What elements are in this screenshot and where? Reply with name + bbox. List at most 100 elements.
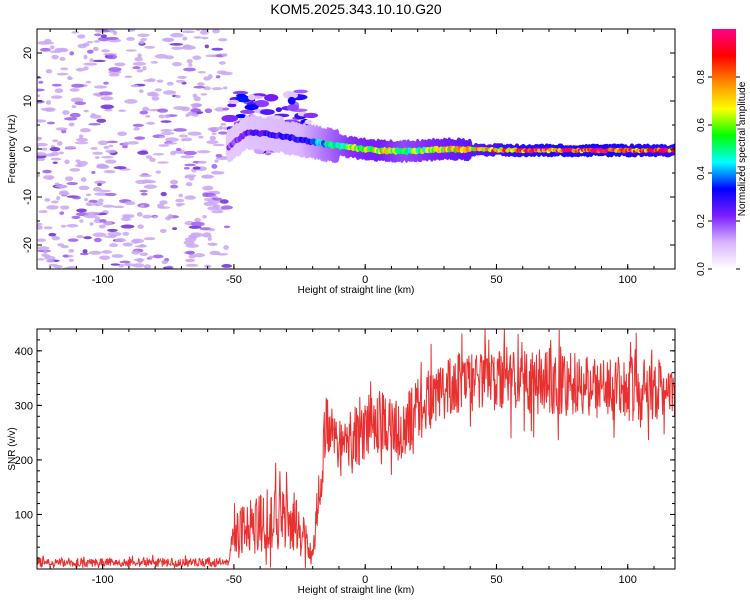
spectrogram-noise-blob — [100, 104, 114, 110]
spectrogram-noise-blob — [158, 114, 166, 119]
spectrogram-noise-blob — [157, 206, 171, 209]
spectrogram-noise-blob — [68, 122, 75, 127]
spectrogram-noise-blob — [211, 47, 224, 51]
snr-y-tick-label: 100 — [15, 509, 33, 521]
spectrogram-noise-blob — [138, 40, 145, 45]
spectrogram-noise-blob — [132, 66, 141, 70]
spectrogram-noise-blob — [216, 253, 229, 256]
spectrogram-noise-blob — [77, 34, 86, 39]
spectrogram-noise-blob — [69, 112, 81, 118]
spectrogram-noise-blob — [52, 139, 59, 143]
spectrogram-noise-blob — [43, 226, 53, 230]
spectrogram-noise-blob — [162, 90, 177, 95]
spectrogram-noise-blob — [164, 38, 173, 42]
spectrogram-noise-blob — [217, 131, 229, 135]
spectrogram-noise-blob — [83, 62, 98, 66]
spectrogram-noise-blob — [37, 136, 42, 141]
spectrogram-noise-blob — [155, 170, 161, 174]
spectrogram-noise-blob — [120, 217, 132, 222]
spectrogram-noise-blob — [165, 216, 172, 221]
spectrogram-noise-blob — [78, 185, 90, 191]
snr-x-axis: -100 -50 0 50 100 — [49, 329, 655, 586]
spectrogram-noise-blob — [41, 253, 47, 257]
spectrogram-noise-blob — [42, 169, 52, 174]
spectrogram-noise-blob — [37, 246, 50, 251]
spectrogram-noise-blob — [94, 33, 102, 37]
spectrogram-noise-blob — [196, 150, 211, 154]
spectrogram-noise-blob — [111, 254, 124, 258]
spectrogram-noise-blob — [93, 237, 102, 243]
spectrogram-noise-blob — [58, 184, 68, 189]
spectrogram-noise-blob — [101, 155, 114, 159]
spectrogram-noise-blob — [123, 263, 138, 267]
snr-panel: -100 -50 0 50 100 100 200 300 400 Height of str… — [7, 328, 676, 596]
spectrogram-noise-blob — [165, 142, 178, 145]
spectrogram-noise-blob — [209, 135, 217, 141]
spectrogram-noise-blob — [137, 224, 144, 229]
spectrogram-noise-blob — [170, 32, 184, 38]
spectrogram-noise-blob — [190, 221, 205, 227]
spectrogram-noise-blob — [193, 253, 206, 258]
spectrogram-noise-blob — [117, 131, 128, 137]
spectrogram-noise-blob — [76, 208, 87, 213]
spectrogram-noise-blob — [171, 62, 183, 67]
spectrogram-noise-blob — [151, 96, 160, 101]
spectrogram-noise-blob — [187, 111, 197, 116]
spectrogram-noise-blob — [190, 108, 202, 113]
spectrogram-x-tick-label: 50 — [490, 274, 502, 286]
spectrogram-noise-blob — [37, 152, 47, 157]
spectrogram-noise-blob — [94, 180, 106, 185]
spectrogram-noise-blob — [108, 144, 114, 148]
spectrogram-noise-blob — [221, 264, 233, 268]
spectrogram-noise-blob — [161, 260, 168, 265]
spectrogram-noise-blob — [205, 54, 217, 58]
snr-x-tick-label: 50 — [490, 574, 502, 586]
spectrogram-noise-blob — [212, 197, 223, 201]
spectrogram-noise-blob — [204, 108, 213, 114]
spectrogram-noise-blob — [193, 85, 206, 89]
snr-y-axis: 100 200 300 400 — [15, 328, 675, 570]
spectrogram-noise-blob — [148, 255, 154, 259]
spectrogram-noise-blob — [69, 88, 80, 92]
spectrogram-noise-blob — [198, 135, 204, 139]
spectrogram-noise-blob — [166, 81, 174, 86]
spectrogram-noise-blob — [105, 149, 117, 154]
spectrogram-noise-blob — [37, 238, 47, 242]
spectrogram-noise-blob — [45, 100, 52, 105]
spectrogram-y-tick-label: 20 — [22, 47, 34, 59]
spectrogram-noise-blob — [215, 153, 223, 158]
spectrogram-noise-blob — [59, 205, 70, 210]
spectrogram-noise-blob — [174, 94, 181, 99]
spectrogram-noise-blob — [90, 147, 98, 150]
spectrogram-noise-blob — [126, 37, 135, 41]
spectrogram-noise-blob — [50, 200, 59, 204]
spectrogram-noise-blob — [79, 252, 89, 256]
spectrogram-noise-blob — [46, 205, 59, 210]
spectrogram-noise-blob — [102, 204, 115, 208]
spectrogram-noise-blob — [54, 88, 64, 94]
spectrogram-noise-blob — [64, 159, 70, 165]
spectrogram-noise-blob — [51, 236, 61, 241]
spectrogram-noise-blob — [173, 128, 187, 132]
spectrogram-noise-blob — [131, 250, 141, 255]
colorbar-tick-label: 0.2 — [696, 214, 707, 228]
spectrogram-noise-blob — [89, 222, 94, 226]
spectrogram-noise-blob — [103, 81, 109, 85]
spectrogram-noise-blob — [210, 170, 222, 175]
spectrogram-noise-blob — [139, 189, 149, 193]
spectrogram-ridge-core — [672, 149, 675, 154]
spectrogram-noise-blob — [160, 120, 172, 123]
spectrogram-noise-blob — [208, 228, 216, 232]
spectrogram-noise-blob — [220, 205, 233, 210]
spectrogram-noise-blob — [80, 177, 87, 182]
spectrogram-noise-blob — [175, 147, 182, 152]
spectrogram-noise-blob — [78, 134, 84, 139]
spectrogram-noise-blob — [107, 54, 118, 60]
spectrogram-noise-blob — [122, 231, 130, 236]
spectrogram-noise-blob — [66, 223, 79, 228]
colorbar: 0.0 0.2 0.4 0.6 0.8 Normalized spectral ampl… — [696, 29, 748, 276]
spectrogram-noise-blob — [201, 36, 209, 40]
spectrogram-noise-blob — [157, 108, 169, 113]
spectrogram-blob — [221, 114, 239, 123]
